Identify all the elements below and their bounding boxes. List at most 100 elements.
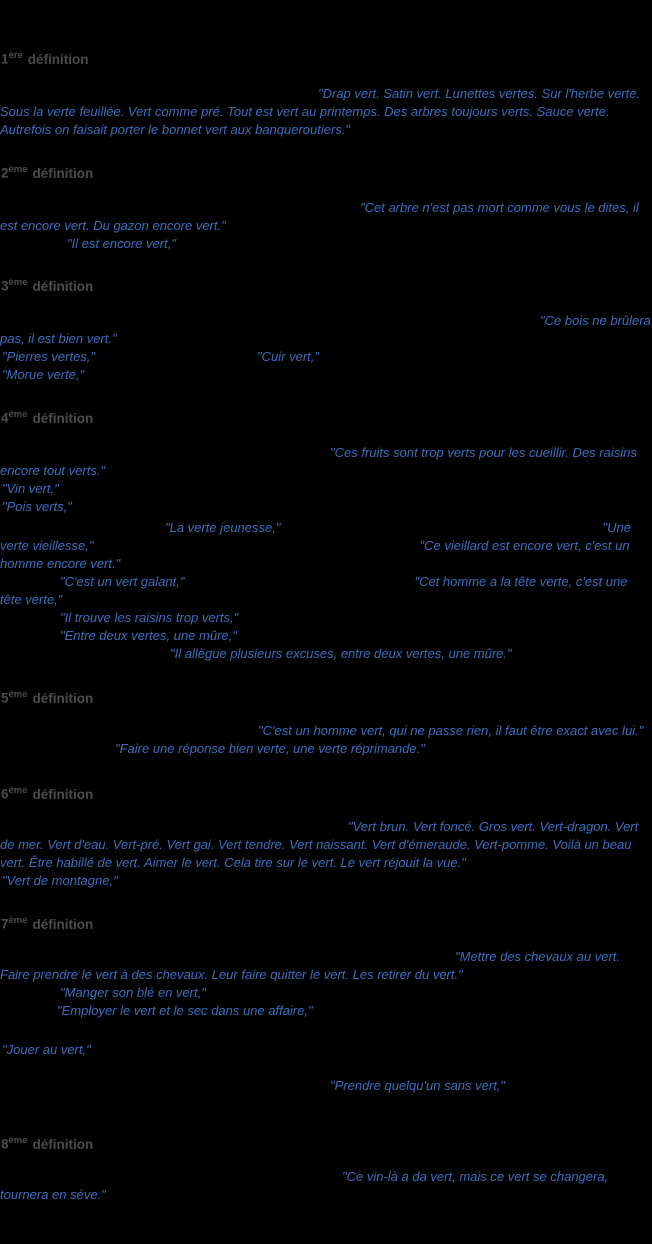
spacer — [184, 585, 414, 586]
spacer — [0, 639, 60, 640]
quote-text: "Ce vin-là a da vert, mais ce vert se ch… — [0, 1169, 609, 1202]
quote-text: "Pierres vertes," — [2, 349, 96, 364]
quote-text: "Drap vert. Satin vert. Lunettes vertes.… — [0, 86, 641, 137]
quote-text: "C'est un homme vert, qui ne passe rien,… — [258, 723, 644, 738]
quote-text: "Cuir vert," — [257, 349, 319, 364]
spacer — [0, 830, 348, 831]
quote-paragraph: "Cet arbre n'est pas mort comme vous le … — [0, 199, 652, 235]
definition-ordinal-suffix: ème — [8, 164, 28, 175]
quote-text: "La verte jeunesse," — [165, 520, 281, 535]
quote-text: "Entre deux vertes, une mûre," — [60, 628, 237, 643]
definition-ordinal-suffix: ème — [8, 785, 28, 796]
definition-number: 3 — [1, 278, 9, 294]
quote-text: "Ce vieillard est encore vert, c'est un … — [0, 538, 630, 571]
definition-number: 5 — [1, 690, 9, 706]
definition-number: 7 — [1, 916, 9, 932]
definition-ordinal-suffix: ème — [8, 277, 28, 288]
quote-line: "Prendre quelqu'un sans vert," — [0, 1077, 652, 1095]
definition-number: 4 — [1, 410, 9, 426]
spacer — [0, 657, 170, 658]
quote-text: "Il trouve les raisins trop verts," — [60, 610, 239, 625]
spacer — [0, 1089, 330, 1090]
definition-heading-1: 1ère définition — [1, 46, 89, 70]
definition-heading-5: 5ème définition — [1, 685, 93, 709]
definition-label: définition — [32, 165, 94, 181]
definition-heading-7: 7ème définition — [1, 911, 93, 935]
spacer — [0, 621, 60, 622]
quote-line: "Employer le vert et le sec dans une aff… — [0, 1002, 652, 1020]
spacer — [0, 531, 165, 532]
spacer — [0, 960, 455, 961]
spacer — [0, 456, 330, 457]
quote-text: "Morue verte," — [2, 367, 85, 382]
quote-text: "Manger son blé en vert," — [60, 985, 206, 1000]
quote-line: "Vin vert," — [0, 480, 652, 498]
spacer — [280, 531, 602, 532]
quote-line: "C'est un homme vert, qui ne passe rien,… — [0, 722, 652, 740]
quote-text: "Jouer au vert," — [2, 1042, 91, 1057]
spacer — [0, 324, 540, 325]
definition-label: définition — [32, 916, 94, 932]
quote-line: "Faire une réponse bien verte, une verte… — [0, 740, 652, 758]
quote-text: "Faire une réponse bien verte, une verte… — [115, 741, 425, 756]
definition-heading-6: 6ème définition — [1, 781, 93, 805]
quote-line: "Morue verte," — [0, 366, 652, 384]
quote-paragraph: "Mettre des chevaux au vert. Faire prend… — [0, 948, 652, 984]
quote-text: "Vert de montagne," — [2, 873, 118, 888]
definition-label: définition — [32, 1136, 94, 1152]
spacer — [95, 360, 257, 361]
definition-label: définition — [32, 278, 94, 294]
definition-number: 8 — [1, 1136, 9, 1152]
quote-text: "Il est encore vert," — [67, 236, 176, 251]
spacer — [0, 585, 60, 586]
quote-paragraph: "Ces fruits sont trop verts pour les cue… — [0, 444, 652, 480]
definition-label: définition — [32, 690, 94, 706]
spacer — [0, 211, 360, 212]
quote-text: "Il allègue plusieurs excuses, entre deu… — [170, 646, 512, 661]
spacer — [0, 734, 258, 735]
definition-label: définition — [32, 786, 94, 802]
spacer — [0, 1180, 342, 1181]
definition-ordinal-suffix: ème — [8, 409, 28, 420]
definition-label: définition — [32, 410, 94, 426]
quote-line: "Il est encore vert," — [0, 235, 652, 253]
quote-text: "Ces fruits sont trop verts pour les cue… — [0, 445, 637, 478]
quote-paragraph: "La verte jeunesse," "Une verte vieilless… — [0, 519, 652, 573]
definition-heading-3: 3ème définition — [1, 273, 93, 297]
quote-text: "Cet arbre n'est pas mort comme vous le … — [0, 200, 639, 233]
definition-number: 6 — [1, 786, 9, 802]
quote-text: "Pois verts," — [2, 499, 72, 514]
definition-heading-8: 8ème définition — [1, 1131, 93, 1155]
definition-ordinal-suffix: ème — [8, 915, 28, 926]
definition-heading-2: 2ème définition — [1, 160, 93, 184]
quote-paragraph: "Ce bois ne brûlera pas, il est bien ver… — [0, 312, 652, 348]
quote-text: "Cet homme a la tête verte, c'est une tê… — [0, 574, 628, 607]
spacer — [93, 549, 419, 550]
spacer — [0, 97, 318, 98]
quote-line: "Jouer au vert," — [0, 1041, 652, 1059]
definition-ordinal-suffix: ème — [8, 1135, 28, 1146]
definition-label: définition — [27, 51, 89, 67]
definition-ordinal-suffix: ère — [8, 50, 23, 61]
spacer — [0, 1014, 57, 1015]
quote-text: "Vin vert," — [2, 481, 59, 496]
quote-text: "Une verte vieillesse," — [0, 520, 631, 553]
spacer — [0, 247, 67, 248]
quote-line: "Il trouve les raisins trop verts," — [0, 609, 652, 627]
quote-paragraph: "Ce vin-là a da vert, mais ce vert se ch… — [0, 1168, 652, 1204]
quote-text: "Ce bois ne brûlera pas, il est bien ver… — [0, 313, 651, 346]
quote-line: "Entre deux vertes, une mûre," — [0, 627, 652, 645]
spacer — [0, 752, 115, 753]
quote-text: "Mettre des chevaux au vert. Faire prend… — [0, 949, 621, 982]
definition-heading-4: 4ème définition — [1, 405, 93, 429]
quote-line: "Pois verts," — [0, 498, 652, 516]
quote-text: "Prendre quelqu'un sans vert," — [330, 1078, 506, 1093]
definition-ordinal-suffix: ème — [8, 689, 28, 700]
quote-text: "Employer le vert et le sec dans une aff… — [57, 1003, 313, 1018]
quote-text: "C'est un vert galant," — [60, 574, 185, 589]
definition-number: 1 — [1, 51, 9, 67]
spacer — [0, 996, 60, 997]
quote-line: "Il allègue plusieurs excuses, entre deu… — [0, 645, 652, 663]
quote-paragraph: "Drap vert. Satin vert. Lunettes vertes.… — [0, 85, 652, 139]
